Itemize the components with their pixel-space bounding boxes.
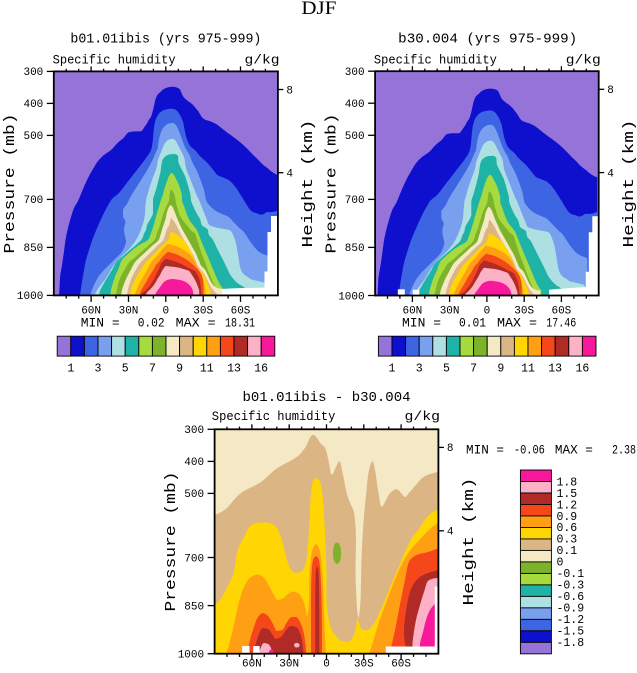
svg-text:500: 500 xyxy=(345,131,365,143)
svg-text:500: 500 xyxy=(23,131,43,143)
svg-text:-0.6: -0.6 xyxy=(557,591,585,604)
svg-text:850: 850 xyxy=(23,243,43,255)
svg-text:18.31: 18.31 xyxy=(225,316,255,331)
svg-text:g/kg: g/kg xyxy=(566,52,601,67)
svg-text:1000: 1000 xyxy=(178,650,204,662)
svg-text:13: 13 xyxy=(548,363,562,376)
svg-text:850: 850 xyxy=(345,243,365,255)
svg-text:MAX =: MAX = xyxy=(176,316,216,331)
svg-text:300: 300 xyxy=(23,67,43,79)
svg-text:Specific humidity: Specific humidity xyxy=(212,409,336,424)
svg-text:700: 700 xyxy=(345,195,365,207)
svg-text:-1.5: -1.5 xyxy=(557,626,585,639)
svg-text:3: 3 xyxy=(416,363,423,376)
svg-text:0.1: 0.1 xyxy=(557,545,578,558)
svg-text:0.02: 0.02 xyxy=(138,316,165,331)
svg-text:0: 0 xyxy=(323,659,330,671)
svg-text:30N: 30N xyxy=(440,306,460,318)
svg-text:1.2: 1.2 xyxy=(557,499,578,512)
svg-text:Specific humidity: Specific humidity xyxy=(374,52,497,67)
svg-text:500: 500 xyxy=(184,489,204,501)
svg-text:850: 850 xyxy=(184,601,204,613)
svg-text:MIN =: MIN = xyxy=(402,316,441,331)
svg-text:-0.1: -0.1 xyxy=(557,568,585,581)
svg-text:30S: 30S xyxy=(514,306,534,318)
svg-text:8: 8 xyxy=(286,85,293,97)
svg-text:4: 4 xyxy=(607,168,614,180)
svg-text:30S: 30S xyxy=(193,306,213,318)
svg-text:b01.01ibis (yrs 975-999): b01.01ibis (yrs 975-999) xyxy=(70,32,261,48)
svg-text:Specific humidity: Specific humidity xyxy=(53,52,176,67)
svg-text:g/kg: g/kg xyxy=(405,409,441,424)
svg-text:MAX =: MAX = xyxy=(497,316,537,331)
svg-text:2.38: 2.38 xyxy=(612,444,636,458)
svg-text:-0.06: -0.06 xyxy=(514,444,545,458)
svg-text:7: 7 xyxy=(470,363,477,376)
svg-text:9: 9 xyxy=(497,363,504,376)
svg-text:60N: 60N xyxy=(402,306,422,318)
svg-text:0.6: 0.6 xyxy=(557,522,578,535)
svg-text:0: 0 xyxy=(162,306,169,318)
svg-text:-1.2: -1.2 xyxy=(557,614,585,627)
svg-text:b01.01ibis - b30.004: b01.01ibis - b30.004 xyxy=(243,390,411,406)
svg-text:300: 300 xyxy=(345,67,365,79)
svg-text:Pressure (mb): Pressure (mb) xyxy=(2,114,19,254)
svg-text:5: 5 xyxy=(122,363,129,376)
svg-text:4: 4 xyxy=(286,169,293,181)
svg-text:9: 9 xyxy=(176,363,183,376)
svg-text:1.8: 1.8 xyxy=(557,476,578,489)
svg-text:3: 3 xyxy=(95,363,102,376)
svg-text:-1.8: -1.8 xyxy=(557,637,585,650)
svg-text:MIN =: MIN = xyxy=(81,316,120,331)
svg-text:0: 0 xyxy=(484,306,491,318)
svg-text:0: 0 xyxy=(557,557,564,570)
svg-text:Pressure (mb): Pressure (mb) xyxy=(323,114,340,254)
svg-text:MIN =: MIN = xyxy=(466,444,504,458)
svg-text:7: 7 xyxy=(149,363,156,376)
svg-text:60N: 60N xyxy=(242,659,262,671)
svg-text:700: 700 xyxy=(23,195,43,207)
svg-text:MAX =: MAX = xyxy=(555,444,593,458)
svg-text:11: 11 xyxy=(200,363,214,376)
svg-text:Height (km): Height (km) xyxy=(461,478,478,606)
svg-text:17.46: 17.46 xyxy=(546,316,576,331)
svg-text:700: 700 xyxy=(184,553,204,565)
svg-text:400: 400 xyxy=(23,99,43,111)
svg-text:0.3: 0.3 xyxy=(557,534,578,547)
svg-text:4: 4 xyxy=(447,527,454,539)
svg-text:30S: 30S xyxy=(354,659,374,671)
svg-text:30N: 30N xyxy=(279,659,299,671)
svg-text:60N: 60N xyxy=(81,306,101,318)
svg-text:400: 400 xyxy=(345,99,365,111)
svg-text:5: 5 xyxy=(443,363,450,376)
svg-text:1.5: 1.5 xyxy=(557,488,578,501)
svg-text:300: 300 xyxy=(184,425,204,437)
svg-text:DJF: DJF xyxy=(301,0,336,19)
svg-text:16: 16 xyxy=(254,363,268,376)
svg-text:Height (km): Height (km) xyxy=(300,120,317,248)
svg-text:1000: 1000 xyxy=(338,291,364,303)
svg-text:1000: 1000 xyxy=(17,291,43,303)
svg-text:16: 16 xyxy=(575,363,589,376)
svg-text:g/kg: g/kg xyxy=(245,52,280,67)
svg-text:-0.3: -0.3 xyxy=(557,580,585,593)
svg-text:11: 11 xyxy=(521,363,535,376)
svg-text:0.9: 0.9 xyxy=(557,511,578,524)
svg-text:Pressure (mb): Pressure (mb) xyxy=(163,472,180,612)
svg-text:Height (km): Height (km) xyxy=(621,120,637,248)
svg-text:60S: 60S xyxy=(551,306,571,318)
svg-text:8: 8 xyxy=(607,85,614,97)
svg-text:13: 13 xyxy=(227,363,241,376)
svg-text:8: 8 xyxy=(447,443,454,455)
svg-text:60S: 60S xyxy=(391,659,411,671)
svg-text:1: 1 xyxy=(389,363,396,376)
svg-text:30N: 30N xyxy=(119,306,139,318)
svg-text:60S: 60S xyxy=(231,306,251,318)
svg-text:400: 400 xyxy=(184,457,204,469)
svg-text:1: 1 xyxy=(67,363,74,376)
svg-text:b30.004 (yrs 975-999): b30.004 (yrs 975-999) xyxy=(398,32,577,48)
svg-text:-0.9: -0.9 xyxy=(557,603,585,616)
svg-text:0.01: 0.01 xyxy=(459,316,486,331)
